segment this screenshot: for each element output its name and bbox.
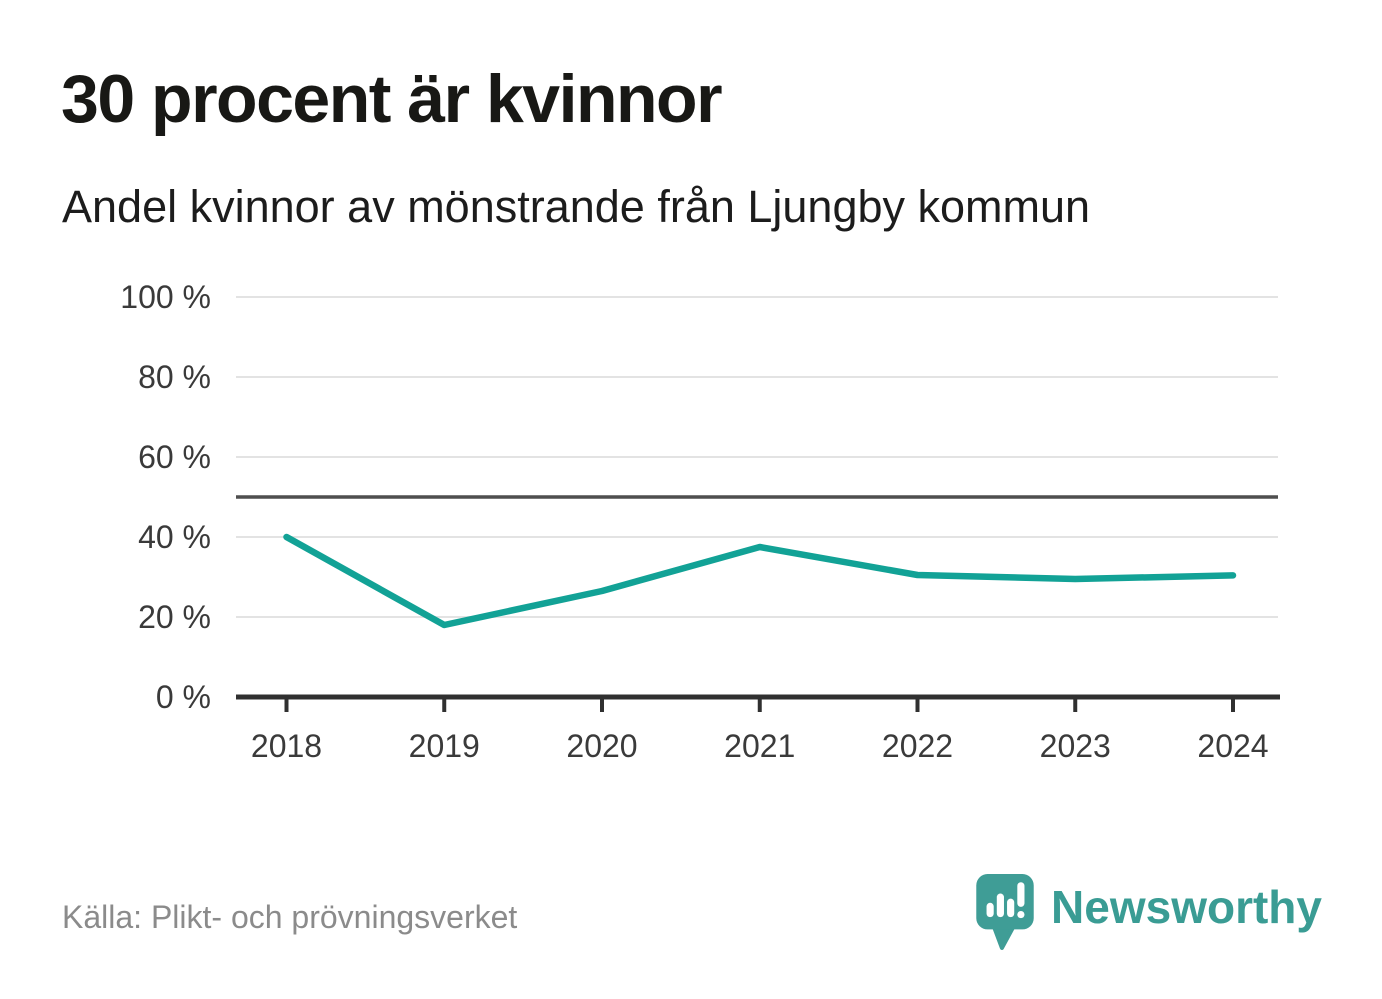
y-tick-label: 60 % (138, 439, 211, 475)
brand-name: Newsworthy (1051, 881, 1322, 933)
logo-bar-icon (996, 893, 1005, 918)
logo-exclamation-icon (1017, 882, 1025, 907)
gridlines (236, 296, 1278, 618)
logo-bar-icon (986, 902, 994, 918)
x-tick-label: 2018 (251, 728, 322, 764)
y-tick-label: 40 % (138, 519, 211, 555)
x-tick-label: 2020 (566, 728, 637, 764)
y-tick-label: 100 % (120, 279, 211, 315)
newsworthy-logo-icon (976, 874, 1034, 950)
x-tick-label: 2021 (724, 728, 795, 764)
data-line (283, 533, 1237, 629)
y-axis-labels: 0 % 20 % 40 % 60 % 80 % 100 % (120, 279, 211, 715)
logo-bar-icon (1007, 898, 1015, 918)
newsworthy-logo: Newsworthy (974, 872, 1322, 952)
source-note: Källa: Plikt- och prövningsverket (62, 899, 518, 935)
x-axis-labels: 2018 2019 2020 2021 2022 2023 2024 (251, 728, 1269, 764)
chart-title: 30 procent är kvinnor (61, 61, 723, 137)
y-tick-label: 0 % (156, 679, 211, 715)
x-tick-label: 2023 (1040, 728, 1111, 764)
y-tick-label: 80 % (138, 359, 211, 395)
x-tick-label: 2022 (882, 728, 953, 764)
chart-subtitle: Andel kvinnor av mönstrande från Ljungby… (62, 181, 1091, 232)
y-tick-label: 20 % (138, 599, 211, 635)
x-axis-ticks (284, 699, 1235, 712)
x-tick-label: 2019 (409, 728, 480, 764)
x-tick-label: 2024 (1197, 728, 1268, 764)
logo-exclamation-dot-icon (1017, 910, 1025, 919)
